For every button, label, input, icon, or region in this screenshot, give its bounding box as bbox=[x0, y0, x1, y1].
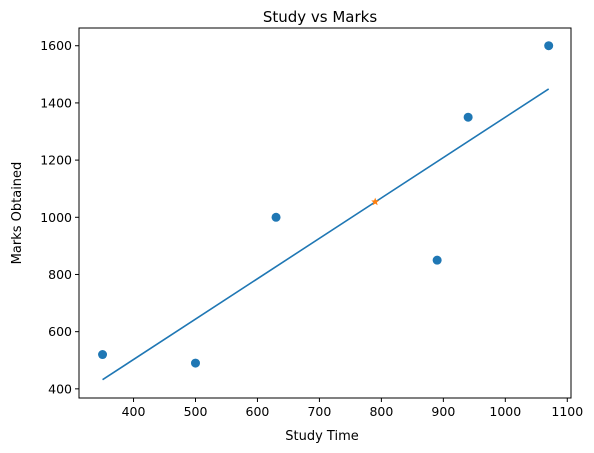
predicted-point bbox=[371, 197, 380, 206]
axes-frame bbox=[78, 27, 572, 399]
y-tick-label: 400 bbox=[48, 381, 72, 396]
y-tick-label: 1600 bbox=[40, 38, 72, 53]
x-tick-label: 900 bbox=[431, 404, 455, 419]
y-tick-label: 600 bbox=[48, 324, 72, 339]
data-point bbox=[271, 212, 281, 222]
x-tick-label: 1100 bbox=[551, 404, 583, 419]
x-tick-label: 1000 bbox=[489, 404, 521, 419]
x-axis-label: Study Time bbox=[285, 429, 358, 444]
x-tick-label: 500 bbox=[184, 404, 208, 419]
plot-area bbox=[98, 41, 554, 381]
y-tick-label: 1000 bbox=[40, 210, 72, 225]
x-tick-label: 800 bbox=[369, 404, 393, 419]
y-tick-label: 800 bbox=[48, 267, 72, 282]
y-tick-label: 1400 bbox=[40, 95, 72, 110]
x-tick-label: 400 bbox=[122, 404, 146, 419]
data-point bbox=[463, 112, 473, 122]
chart-title: Study vs Marks bbox=[263, 8, 378, 26]
y-tick-label: 1200 bbox=[40, 153, 72, 168]
data-point bbox=[98, 350, 108, 360]
regression-line bbox=[102, 88, 550, 381]
data-point bbox=[544, 41, 554, 51]
y-axis: 400 600 800 1000 1200 1400 1600 bbox=[40, 38, 79, 396]
x-tick-label: 700 bbox=[307, 404, 331, 419]
data-point bbox=[190, 358, 200, 368]
data-point bbox=[432, 255, 442, 265]
x-tick-label: 600 bbox=[246, 404, 270, 419]
x-axis: 400 500 600 700 800 900 1000 1100 bbox=[122, 398, 583, 419]
y-axis-label: Marks Obtained bbox=[10, 162, 25, 265]
